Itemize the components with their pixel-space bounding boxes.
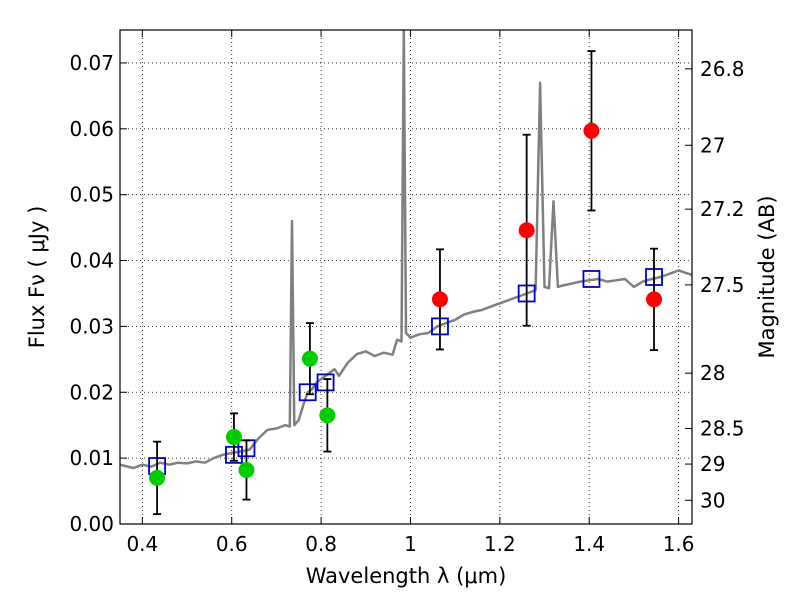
observed-point (646, 291, 663, 308)
x-tick-label: 1.2 (484, 532, 516, 556)
y-tick-label: 0.05 (69, 183, 114, 207)
observed-point (225, 429, 242, 446)
observed-point (301, 350, 318, 367)
right-tick-label: 27 (700, 133, 725, 157)
x-tick-label: 0.4 (126, 532, 158, 556)
observed-point (431, 291, 448, 308)
x-tick-label: 0.6 (216, 532, 248, 556)
observed-point (238, 461, 255, 478)
model-photometry-square (582, 270, 601, 288)
observed-point (149, 469, 166, 486)
right-tick-label: 28 (700, 361, 725, 385)
x-tick-label: 1.4 (573, 532, 605, 556)
y-tick-label: 0.03 (69, 314, 114, 338)
y-tick-label: 0.06 (69, 117, 114, 141)
y-tick-label: 0.00 (69, 512, 114, 536)
observed-point (319, 407, 336, 424)
right-tick-label: 27.5 (700, 273, 745, 297)
right-tick-label: 30 (700, 488, 725, 512)
right-tick-label: 29 (700, 452, 725, 476)
model-photometry-square (298, 383, 317, 402)
y-tick-label: 0.01 (69, 446, 114, 470)
right-tick-label: 26.8 (700, 57, 745, 81)
axes-layer: 0.4 0.6 0.8 1 1.2 1.4 1.6 0.00 0.01 0.02 0.03 0.04 0… (69, 29, 745, 556)
series-layer (120, 30, 692, 516)
x-tick-label: 1 (404, 532, 417, 556)
y-tick-label: 0.02 (69, 380, 114, 404)
y-tick-label: 0.04 (69, 249, 114, 273)
right-tick-label: 27.2 (700, 197, 745, 221)
observed-point (518, 222, 535, 239)
y-axis-title: Flux Fν ( μJy ) (25, 206, 49, 349)
right-tick-label: 28.5 (700, 416, 745, 440)
x-tick-label: 0.8 (305, 532, 337, 556)
y-tick-label: 0.07 (69, 51, 114, 75)
x-tick-label: 1.6 (663, 532, 695, 556)
spectrum-line (120, 30, 692, 470)
right-axis-title: Magnitude (AB) (755, 195, 779, 358)
observed-point (583, 122, 600, 139)
plot-frame (119, 29, 693, 525)
x-axis-title: Wavelength λ (μm) (306, 564, 507, 588)
model-photometry-square (316, 373, 335, 392)
